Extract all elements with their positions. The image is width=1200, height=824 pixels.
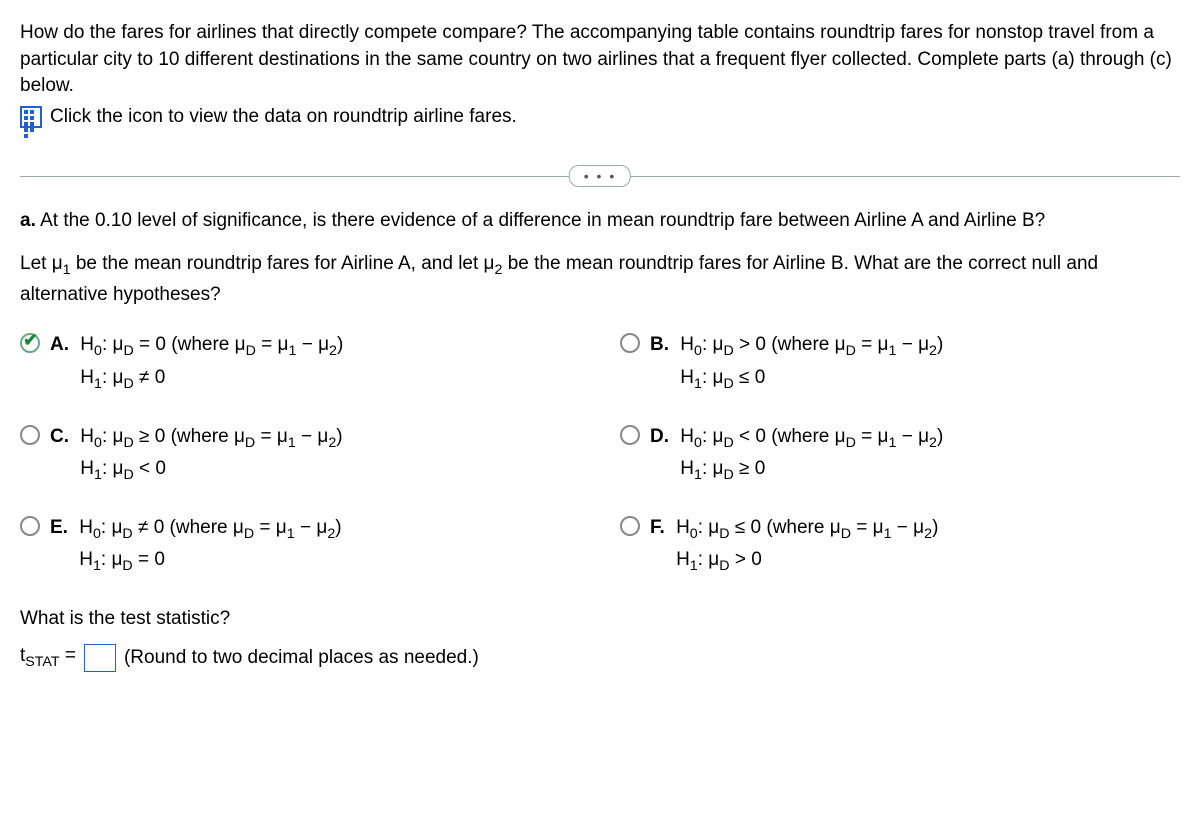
tstat-row: tSTAT = (Round to two decimal places as … (20, 644, 1180, 672)
tstat-input[interactable] (84, 644, 116, 672)
option-a[interactable]: A. H0: μD = 0 (where μD = μ1 − μ2) A. H1… (20, 330, 580, 395)
option-h1: H1: μD ≠ 0 (80, 367, 165, 388)
tstat-hint: (Round to two decimal places as needed.) (124, 647, 479, 669)
radio-icon (620, 516, 640, 536)
option-h0: H0: μD ≤ 0 (where μD = μ1 − μ2) (676, 517, 938, 538)
option-h1: H1: μD < 0 (80, 458, 166, 479)
option-f[interactable]: F. H0: μD ≤ 0 (where μD = μ1 − μ2) F. H1… (620, 513, 1180, 578)
option-b[interactable]: B. H0: μD > 0 (where μD = μ1 − μ2) B. H1… (620, 330, 1180, 395)
option-h1: H1: μD > 0 (676, 549, 762, 570)
test-statistic-question: What is the test statistic? (20, 608, 1180, 630)
option-h0: H0: μD > 0 (where μD = μ1 − μ2) (680, 334, 943, 355)
section-separator: • • • (20, 176, 1180, 177)
option-label: C. (50, 426, 69, 447)
view-data-link-text: Click the icon to view the data on round… (50, 106, 517, 128)
radio-icon (20, 516, 40, 536)
radio-icon (620, 333, 640, 353)
option-label: B. (650, 334, 669, 355)
part-a-label: a. (20, 210, 36, 231)
tstat-label: tSTAT = (20, 645, 76, 670)
more-dots[interactable]: • • • (569, 165, 631, 187)
radio-icon (20, 333, 40, 353)
option-h1: H1: μD = 0 (79, 549, 165, 570)
option-h1: H1: μD ≥ 0 (680, 458, 765, 479)
part-a-question: a. At the 0.10 level of significance, is… (20, 207, 1180, 235)
option-h0: H0: μD < 0 (where μD = μ1 − μ2) (680, 426, 943, 447)
option-label: E. (50, 517, 68, 538)
table-icon (20, 106, 42, 128)
part-a-text: At the 0.10 level of significance, is th… (36, 210, 1045, 231)
radio-icon (20, 425, 40, 445)
let-pre: Let μ (20, 253, 63, 274)
option-label: A. (50, 334, 69, 355)
option-h1: H1: μD ≤ 0 (680, 367, 765, 388)
option-c[interactable]: C. H0: μD ≥ 0 (where μD = μ1 − μ2) C. H1… (20, 422, 580, 487)
radio-icon (620, 425, 640, 445)
option-h0: H0: μD ≥ 0 (where μD = μ1 − μ2) (80, 426, 342, 447)
question-intro: How do the fares for airlines that direc… (20, 20, 1180, 100)
option-h0: H0: μD = 0 (where μD = μ1 − μ2) (80, 334, 343, 355)
option-e[interactable]: E. H0: μD ≠ 0 (where μD = μ1 − μ2) E. H1… (20, 513, 580, 578)
option-label: F. (650, 517, 665, 538)
option-h0: H0: μD ≠ 0 (where μD = μ1 − μ2) (79, 517, 341, 538)
option-d[interactable]: D. H0: μD < 0 (where μD = μ1 − μ2) D. H1… (620, 422, 1180, 487)
let-mid1: be the mean roundtrip fares for Airline … (71, 253, 495, 274)
hypothesis-options: A. H0: μD = 0 (where μD = μ1 − μ2) A. H1… (20, 330, 1180, 578)
view-data-link[interactable]: Click the icon to view the data on round… (20, 106, 1180, 128)
let-statement: Let μ1 be the mean roundtrip fares for A… (20, 250, 1180, 308)
option-label: D. (650, 426, 669, 447)
